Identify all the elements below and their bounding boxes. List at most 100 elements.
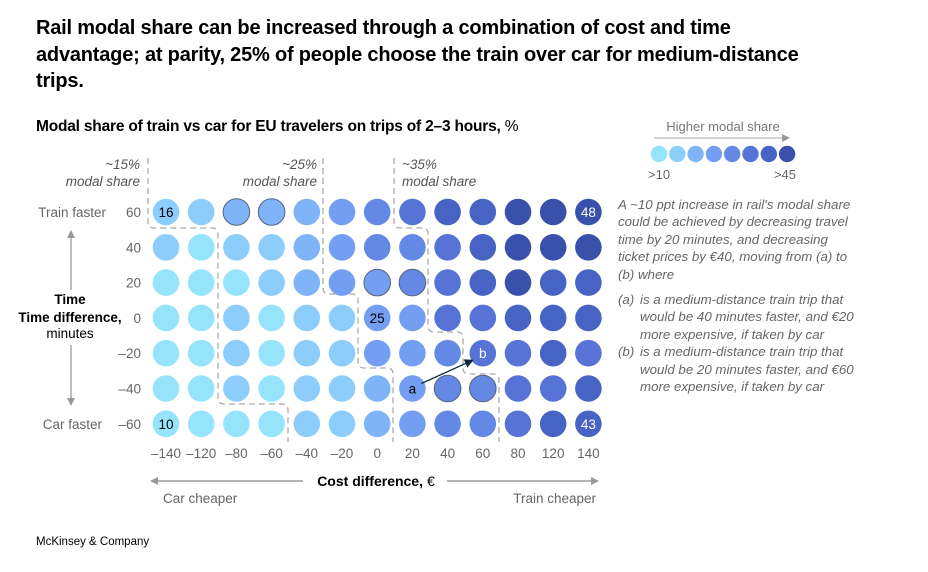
- zone-boundaries: [147, 158, 500, 442]
- dot-20-–60: [258, 269, 285, 296]
- note-intro: A ~10 ppt increase in rail's modal share…: [618, 197, 851, 282]
- dot-label-48: 48: [581, 205, 596, 220]
- dot-60-140: [575, 198, 602, 226]
- dot-–40-–120: [187, 375, 215, 402]
- dot-–40-–140: [152, 375, 180, 402]
- dot-20-140: [575, 269, 602, 296]
- headline: Rail modal share can be increased throug…: [36, 17, 799, 92]
- boundary-15: [147, 158, 289, 442]
- note-item-a-text: is a medium-distance train trip that wou…: [640, 292, 854, 342]
- x-tick-label: –60: [260, 446, 283, 461]
- y-axis-title-2: Time difference,: [18, 310, 121, 325]
- note-item-b: (b) is a medium-distance train trip that…: [618, 343, 858, 395]
- dot-20-–140: [152, 269, 180, 296]
- dot-–40-40: [433, 374, 462, 403]
- x-left-label: Car cheaper: [163, 491, 238, 506]
- dot-–60-140: [575, 410, 602, 438]
- dot-0-–80: [223, 304, 250, 332]
- dot-20-20: [398, 268, 427, 297]
- dot-60-–80: [222, 198, 251, 226]
- note-item-a-tag: (a): [618, 292, 635, 308]
- x-tick-label: 80: [510, 446, 525, 461]
- dot-40-–80: [223, 234, 250, 261]
- dot-0-60: [469, 304, 497, 332]
- dot-–60-20: [399, 410, 426, 438]
- dot-–20-0: [363, 339, 391, 367]
- dot-60-20: [399, 198, 426, 226]
- zone-35-pct: ~35%: [402, 157, 437, 172]
- dot-–40-60: [469, 374, 497, 403]
- dot-–60-–80: [223, 410, 250, 438]
- dot-–40-140: [575, 375, 602, 402]
- dot-20-–40: [293, 269, 321, 296]
- dot-40-–140: [152, 234, 180, 261]
- dot-–60-120: [539, 410, 567, 438]
- y-tick-label: –60: [118, 417, 141, 432]
- dot-0-–60: [258, 304, 285, 332]
- dot-–60-80: [504, 410, 532, 438]
- footer-brand: McKinsey & Company: [36, 536, 150, 548]
- a-to-b-arrow: [421, 359, 474, 385]
- annotation-note: A ~10 ppt increase in rail's modal share…: [618, 196, 858, 395]
- dot-20-0: [363, 268, 392, 297]
- y-tick-label: 20: [126, 276, 141, 291]
- dot-–40-–60: [258, 375, 285, 402]
- legend-swatch-5: [724, 145, 741, 163]
- x-tick-labels: –140 –120 –80 –60 –40 –20 0 20 40 60 80 120 140: [151, 446, 600, 461]
- x-tick-label: –40: [296, 446, 319, 461]
- y-top-label: Train faster: [38, 205, 106, 220]
- dot-–20-–20: [328, 339, 356, 367]
- x-tick-label: 60: [475, 446, 490, 461]
- zone-15-label: modal share: [66, 174, 140, 189]
- dot-label-a: a: [409, 382, 417, 397]
- dot-0-80: [504, 304, 532, 332]
- note-item-a: (a) is a medium-distance train trip that…: [618, 291, 858, 343]
- dot-60-–20: [328, 198, 356, 226]
- dot-–40-0: [363, 375, 391, 402]
- chart-subtitle: Modal share of train vs car for EU trave…: [36, 118, 519, 136]
- dot-–20-–120: [187, 339, 215, 367]
- y-axis-title: Time: [54, 292, 86, 307]
- y-tick-label: 0: [133, 311, 141, 326]
- dot-20-80: [504, 269, 532, 296]
- dot-–40-120: [539, 375, 567, 402]
- dot-40-20: [399, 234, 426, 261]
- subtitle-unit: %: [504, 118, 519, 135]
- dot-–20-20: [399, 339, 426, 367]
- dot-20-–120: [187, 269, 215, 296]
- x-tick-label: 0: [373, 446, 381, 461]
- dot-20-120: [539, 269, 567, 296]
- dot-label-10: 10: [158, 417, 173, 432]
- note-item-b-text: is a medium-distance train trip that wou…: [640, 344, 854, 395]
- zone-15-pct: ~15%: [105, 157, 140, 172]
- boundary-25: [322, 158, 394, 442]
- dot-–20-120: [539, 339, 567, 367]
- dot-60-60: [469, 198, 497, 226]
- x-tick-label: 20: [405, 446, 420, 461]
- y-axis-unit: minutes: [46, 326, 94, 341]
- dot-–60-60: [469, 410, 497, 438]
- dot-40-–20: [328, 234, 356, 261]
- legend-swatch-6: [742, 145, 759, 163]
- legend-swatches: [650, 145, 796, 163]
- legend-low-label: >10: [648, 167, 670, 182]
- dot-20-–80: [223, 269, 250, 296]
- dot-0-–40: [293, 304, 321, 332]
- y-tick-label: 60: [126, 205, 141, 220]
- dot-20-–20: [328, 269, 356, 296]
- dot-0-140: [575, 304, 602, 332]
- dot-–20-40: [434, 339, 461, 367]
- dot-0-–140: [152, 304, 180, 332]
- x-tick-label: 40: [440, 446, 455, 461]
- y-tick-labels: 60 40 20 0 –20 –40 –60: [118, 205, 141, 432]
- dot-–60-–120: [187, 410, 215, 438]
- note-item-b-tag: (b): [618, 344, 635, 360]
- legend-swatch-7: [760, 145, 777, 163]
- zone-35-label: modal share: [402, 174, 476, 189]
- x-axis-title: Cost difference, €: [317, 473, 435, 489]
- legend-swatch-3: [687, 145, 704, 163]
- y-bottom-label: Car faster: [43, 417, 103, 432]
- dot-label-b: b: [479, 346, 487, 361]
- legend-swatch-2: [669, 145, 686, 163]
- dot-0-–20: [328, 304, 356, 332]
